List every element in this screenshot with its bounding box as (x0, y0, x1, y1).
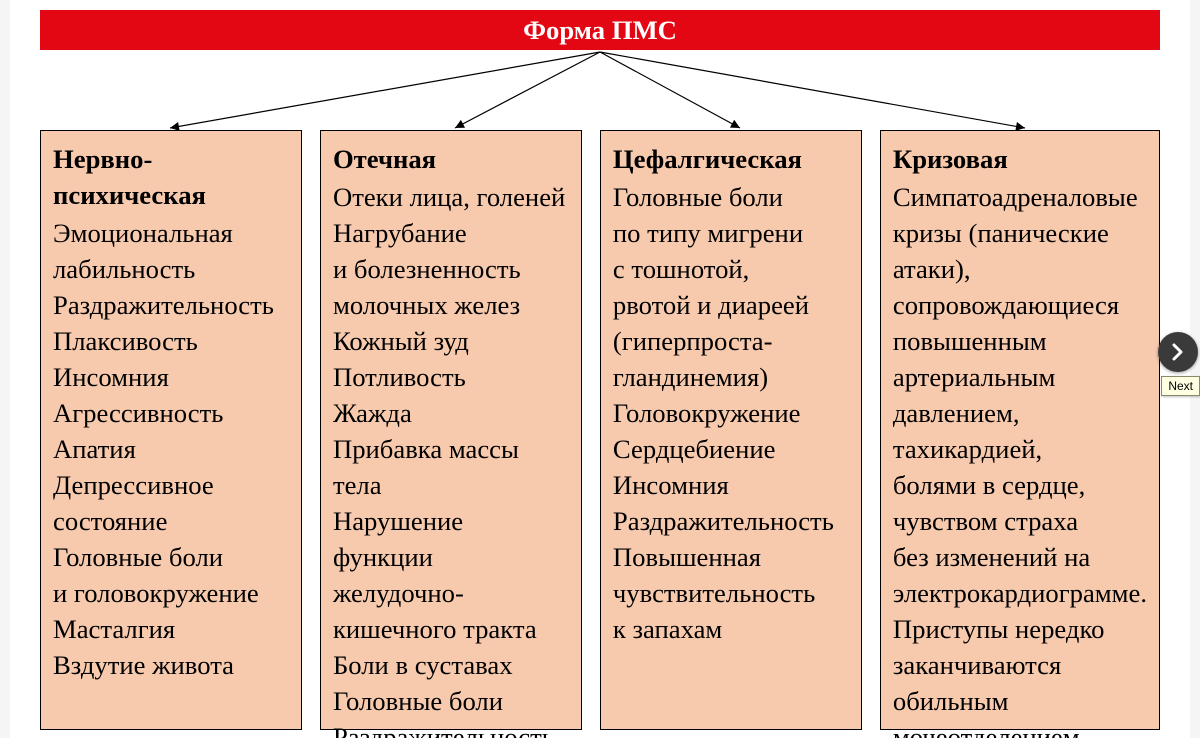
column-2: ЦефалгическаяГоловные боли по типу мигре… (600, 130, 862, 730)
diagram-header: Форма ПМС (40, 10, 1160, 50)
column-title: Нервно- психическая (53, 141, 289, 213)
column-title: Кризовая (893, 141, 1147, 177)
column-body: Симпатоадреналовые кризы (панические ата… (893, 179, 1147, 738)
arrows (40, 50, 1160, 130)
column-body: Головные боли по типу мигрени с тошнотой… (613, 179, 849, 647)
column-title: Отечная (333, 141, 569, 177)
next-button[interactable] (1158, 332, 1198, 372)
column-1: ОтечнаяОтеки лица, голеней Нагрубание и … (320, 130, 582, 730)
diagram-title: Форма ПМС (523, 15, 677, 46)
next-tooltip: Next (1161, 376, 1200, 396)
diagram-canvas: Форма ПМС Нервно- психическаяЭмоциональн… (10, 0, 1190, 738)
column-title: Цефалгическая (613, 141, 849, 177)
column-3: КризоваяСимпатоадреналовые кризы (паниче… (880, 130, 1160, 730)
column-body: Эмоциональная лабильность Раздражительно… (53, 215, 289, 683)
chevron-right-icon (1169, 343, 1187, 361)
column-body: Отеки лица, голеней Нагрубание и болезне… (333, 179, 569, 738)
column-0: Нервно- психическаяЭмоциональная лабильн… (40, 130, 302, 730)
columns-container: Нервно- психическаяЭмоциональная лабильн… (40, 130, 1160, 730)
